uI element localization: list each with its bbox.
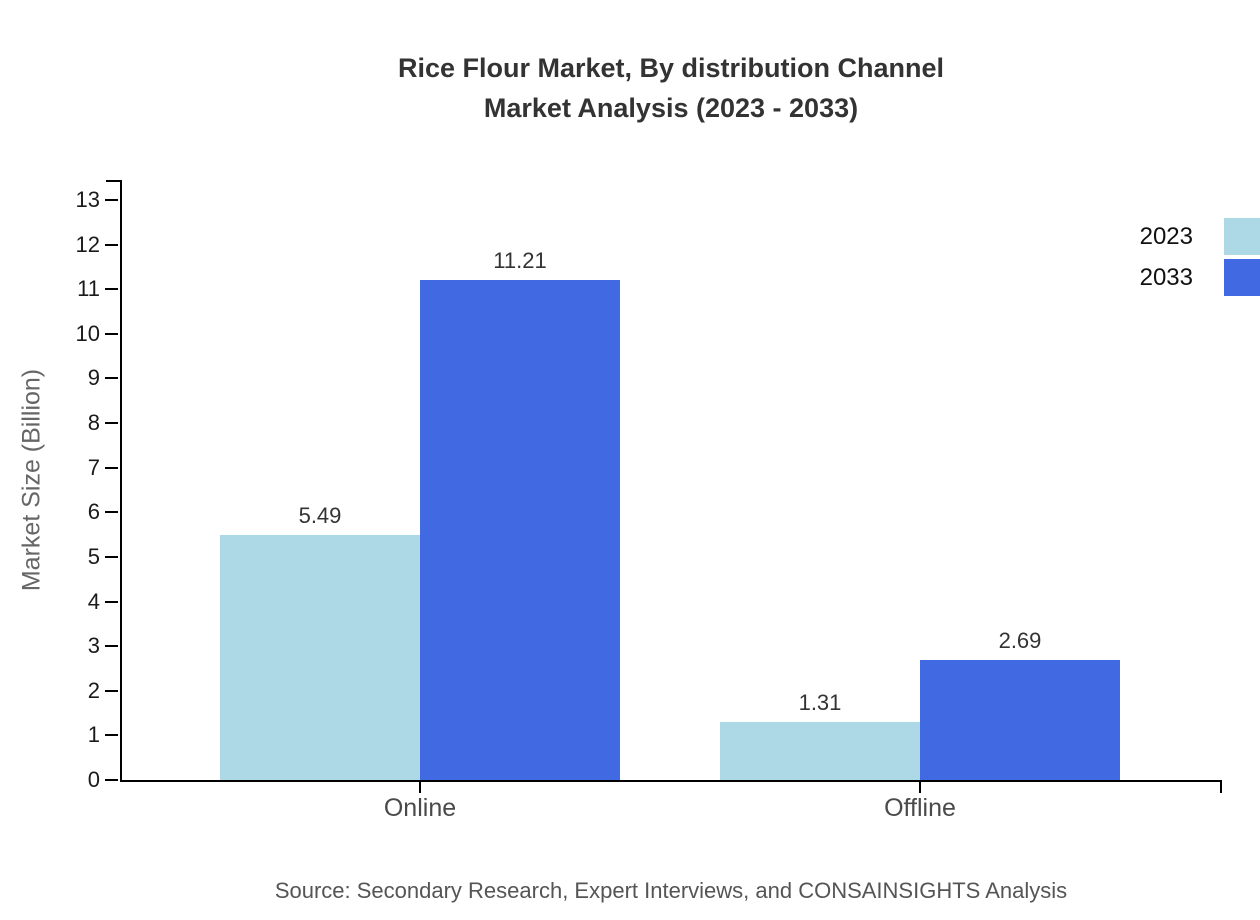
y-tick-label: 4 [87, 588, 100, 614]
legend-item-2033: 2033 [1140, 259, 1260, 296]
y-axis-line [120, 180, 122, 782]
y-axis-end-cap [106, 180, 120, 182]
chart-title-line1: Rice Flour Market, By distribution Chann… [397, 53, 945, 83]
legend-swatch-2023 [1224, 218, 1260, 255]
chart-title-line2: Market Analysis (2023 - 2033) [483, 93, 859, 123]
y-tick-label: 12 [75, 231, 100, 257]
category-label: Offline [884, 794, 956, 822]
y-tick-label: 5 [87, 543, 100, 569]
chart-title: Rice Flour Market, By distribution Chann… [120, 48, 1222, 128]
y-tick [105, 332, 118, 335]
legend-item-2023: 2023 [1140, 218, 1260, 255]
y-tick-label: 2 [87, 677, 100, 703]
y-tick [105, 779, 118, 781]
y-tick [105, 734, 118, 737]
y-tick-label: 10 [75, 320, 100, 346]
legend: 2023 2033 [1140, 218, 1260, 296]
y-axis-title: Market Size (Billion) [17, 368, 46, 592]
bar-value-label: 5.49 [298, 503, 342, 529]
bar-value-label: 2.69 [998, 628, 1042, 653]
bar-value-label: 1.31 [798, 689, 842, 715]
bar-2033-offline [920, 660, 1120, 780]
y-tick [105, 555, 118, 558]
y-tick [105, 288, 118, 291]
y-tick [105, 689, 118, 692]
legend-swatch-2033 [1224, 259, 1260, 296]
y-tick-label: 1 [87, 722, 100, 748]
y-tick-label: 0 [87, 767, 100, 792]
y-tick-label: 11 [77, 276, 100, 302]
y-tick [105, 377, 118, 380]
plot-area: 0 1 2 3 4 5 6 7 8 9 10 11 12 13 Online Offline 5.49 1.31 1… [76, 180, 1222, 822]
y-tick [105, 243, 118, 246]
y-tick [105, 422, 118, 425]
x-axis-end-cap [1220, 780, 1222, 793]
category-tick [419, 780, 421, 793]
legend-label-2023: 2023 [1139, 222, 1193, 250]
source-note: Source: Secondary Research, Expert Inter… [274, 878, 1068, 903]
y-tick-label: 8 [87, 410, 100, 436]
bar-2023-offline [720, 721, 920, 780]
y-tick [105, 466, 118, 469]
legend-label-2033: 2033 [1139, 263, 1193, 291]
y-tick [105, 600, 118, 603]
bar-value-label: 11.21 [493, 247, 547, 273]
x-axis-line [120, 780, 1222, 782]
y-tick-label: 9 [87, 365, 100, 391]
y-tick [105, 511, 118, 514]
y-tick-label: 13 [75, 187, 100, 212]
y-tick-label: 3 [87, 633, 100, 659]
y-tick [105, 199, 118, 201]
bar-2033-online [420, 279, 620, 780]
bar-2023-online [220, 535, 420, 780]
y-tick [105, 645, 118, 648]
y-tick-label: 6 [87, 499, 100, 525]
category-tick [919, 780, 921, 793]
category-label: Online [383, 794, 457, 822]
y-tick-label: 7 [87, 454, 100, 480]
